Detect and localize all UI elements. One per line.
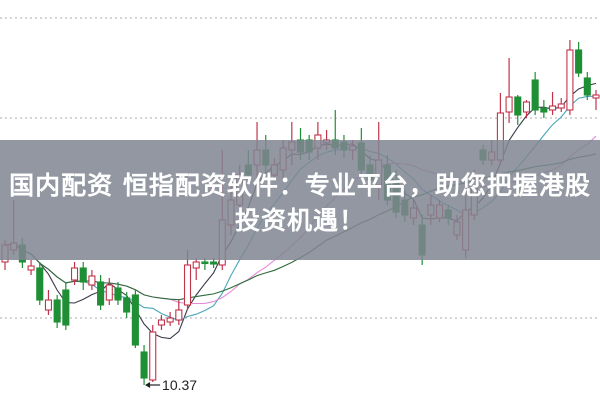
candle-body — [27, 265, 35, 271]
candle — [575, 42, 583, 77]
candle-body — [166, 317, 174, 323]
candle — [79, 262, 87, 290]
candle — [583, 72, 591, 100]
candle-body — [183, 264, 192, 306]
candle — [88, 270, 96, 290]
headline-line-2: 投资机遇！ — [234, 206, 365, 235]
candle-body — [62, 289, 70, 326]
candle — [522, 100, 531, 118]
low-arrow-head — [145, 382, 151, 388]
candle — [131, 290, 139, 348]
candle-body — [157, 319, 165, 326]
candle — [140, 345, 148, 385]
candle — [62, 282, 70, 330]
candle-body — [592, 94, 600, 99]
candle-body — [114, 287, 122, 301]
candle — [53, 295, 61, 328]
candle-body — [522, 101, 531, 113]
candle — [114, 282, 122, 305]
candle-body — [201, 261, 209, 265]
candle — [97, 275, 105, 310]
candle — [166, 312, 174, 326]
candle — [36, 262, 44, 305]
candle-body — [79, 267, 87, 283]
candle-body — [566, 49, 574, 111]
candle — [566, 40, 574, 115]
candle — [123, 292, 131, 318]
candle-body — [44, 299, 53, 311]
candle — [183, 250, 192, 310]
candle-body — [140, 351, 148, 379]
headline-line-1: 国内配资 恒指配资软件：专业平台，助您把握港股 — [9, 171, 591, 200]
candle-body — [53, 299, 61, 323]
candle — [531, 72, 539, 115]
candle — [548, 92, 557, 115]
candle — [157, 315, 165, 330]
candle — [149, 325, 157, 382]
title-banner — [0, 140, 600, 260]
candle — [27, 260, 35, 275]
candle — [70, 262, 79, 285]
candle-body — [505, 96, 513, 113]
candle — [192, 258, 200, 280]
candle-body — [210, 261, 218, 265]
candle-body — [540, 107, 548, 113]
candle-body — [131, 294, 139, 346]
candle-body — [149, 331, 157, 381]
candle-body — [97, 281, 105, 306]
candle-body — [575, 49, 583, 74]
candle — [201, 258, 209, 270]
candle — [105, 278, 113, 305]
candle-body — [105, 284, 113, 301]
candle-body — [531, 79, 539, 111]
candle-body — [88, 275, 96, 286]
candle — [592, 90, 600, 110]
candle-body — [123, 297, 131, 313]
candle — [44, 290, 53, 315]
candle-body — [175, 309, 183, 321]
candle — [505, 58, 513, 123]
candle-body — [36, 267, 44, 301]
candle — [557, 98, 565, 112]
candle-body — [192, 261, 200, 269]
candle — [514, 95, 522, 125]
low-price-label: 10.37 — [162, 377, 198, 393]
candle — [175, 300, 183, 325]
candle-body — [514, 96, 522, 116]
candle-body — [583, 77, 591, 96]
candle — [540, 100, 548, 118]
candle-body — [557, 103, 565, 109]
candle-body — [548, 105, 557, 111]
candle-body — [70, 267, 79, 281]
